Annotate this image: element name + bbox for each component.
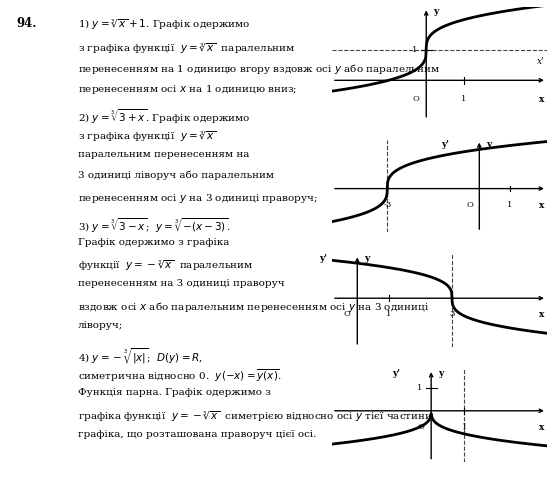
Text: ліворуч;: ліворуч;	[78, 321, 123, 330]
Text: 1) $y = \sqrt[3]{x}+1$. Графік одержимо: 1) $y = \sqrt[3]{x}+1$. Графік одержимо	[78, 17, 251, 32]
Text: y': y'	[319, 254, 326, 263]
Text: 4) $y = -\sqrt[3]{|x|}$;  $D(y) = R$,: 4) $y = -\sqrt[3]{|x|}$; $D(y) = R$,	[78, 346, 203, 366]
Text: 3 одиниці ліворуч або паралельним: 3 одиниці ліворуч або паралельним	[78, 171, 274, 180]
Text: x: x	[540, 95, 545, 104]
Text: 1: 1	[417, 384, 422, 392]
Text: графіка, що розташована праворуч цієї осі.: графіка, що розташована праворуч цієї ос…	[78, 430, 316, 439]
Text: y: y	[432, 7, 438, 16]
Text: x': x'	[537, 57, 545, 66]
Text: O: O	[466, 201, 473, 209]
Text: перенесенням осі $y$ на 3 одиниці праворуч;: перенесенням осі $y$ на 3 одиниці правор…	[78, 192, 318, 205]
Text: 1: 1	[461, 423, 467, 431]
Text: функції  $y = -\sqrt[3]{x}$  паралельним: функції $y = -\sqrt[3]{x}$ паралельним	[78, 258, 253, 273]
Text: y': y'	[441, 140, 449, 149]
Text: перенесенням на 3 одиниці праворуч: перенесенням на 3 одиниці праворуч	[78, 279, 285, 288]
Text: 3: 3	[449, 310, 455, 318]
Text: O: O	[418, 423, 425, 431]
Text: y: y	[486, 140, 491, 149]
Text: Функція парна. Графік одержимо з: Функція парна. Графік одержимо з	[78, 388, 271, 397]
Text: y: y	[437, 369, 443, 378]
Text: 1: 1	[386, 310, 392, 318]
Text: O: O	[413, 95, 420, 103]
Text: Графік одержимо з графіка: Графік одержимо з графіка	[78, 238, 229, 247]
Text: вздовж осі $x$ або паралельним перенесенням осі $y$ на 3 одиниці: вздовж осі $x$ або паралельним перенесен…	[78, 300, 429, 314]
Text: з графіка функції  $y = \sqrt[3]{x}$  паралельним: з графіка функції $y = \sqrt[3]{x}$ пара…	[78, 41, 296, 56]
Text: y': y'	[392, 369, 401, 378]
Text: x: x	[540, 201, 545, 210]
Text: 1: 1	[412, 46, 417, 54]
Text: x: x	[540, 423, 545, 432]
Text: перенесенням на 1 одиницю вгору вздовж осі $y$ або паралельним: перенесенням на 1 одиницю вгору вздовж о…	[78, 62, 440, 76]
Text: перенесенням осі $x$ на 1 одиницю вниз;: перенесенням осі $x$ на 1 одиницю вниз;	[78, 83, 297, 96]
Text: O: O	[344, 310, 351, 318]
Text: симетрична відносно 0.  $y(-x) = \overline{y(x)}$.: симетрична відносно 0. $y(-x) = \overlin…	[78, 367, 282, 384]
Text: -3: -3	[383, 201, 391, 209]
Text: 1: 1	[461, 95, 466, 103]
Text: 1: 1	[507, 201, 513, 209]
Text: 2) $y = \sqrt[3]{3+x}$. Графік одержимо: 2) $y = \sqrt[3]{3+x}$. Графік одержимо	[78, 108, 251, 126]
Text: 94.: 94.	[17, 17, 37, 30]
Text: з графіка функції  $y = \sqrt[3]{x}$: з графіка функції $y = \sqrt[3]{x}$	[78, 129, 217, 144]
Text: графіка функції  $y = -\sqrt[3]{x}$  симетрією відносно осі $y$ тієї частини: графіка функції $y = -\sqrt[3]{x}$ симет…	[78, 409, 433, 424]
Text: 3) $y = \sqrt[3]{3-x}$;  $y = \sqrt[3]{-(x-3)}$.: 3) $y = \sqrt[3]{3-x}$; $y = \sqrt[3]{-(…	[78, 217, 230, 235]
Text: y: y	[364, 254, 369, 263]
Text: x: x	[540, 310, 545, 319]
Text: паралельним перенесенням на: паралельним перенесенням на	[78, 150, 249, 159]
